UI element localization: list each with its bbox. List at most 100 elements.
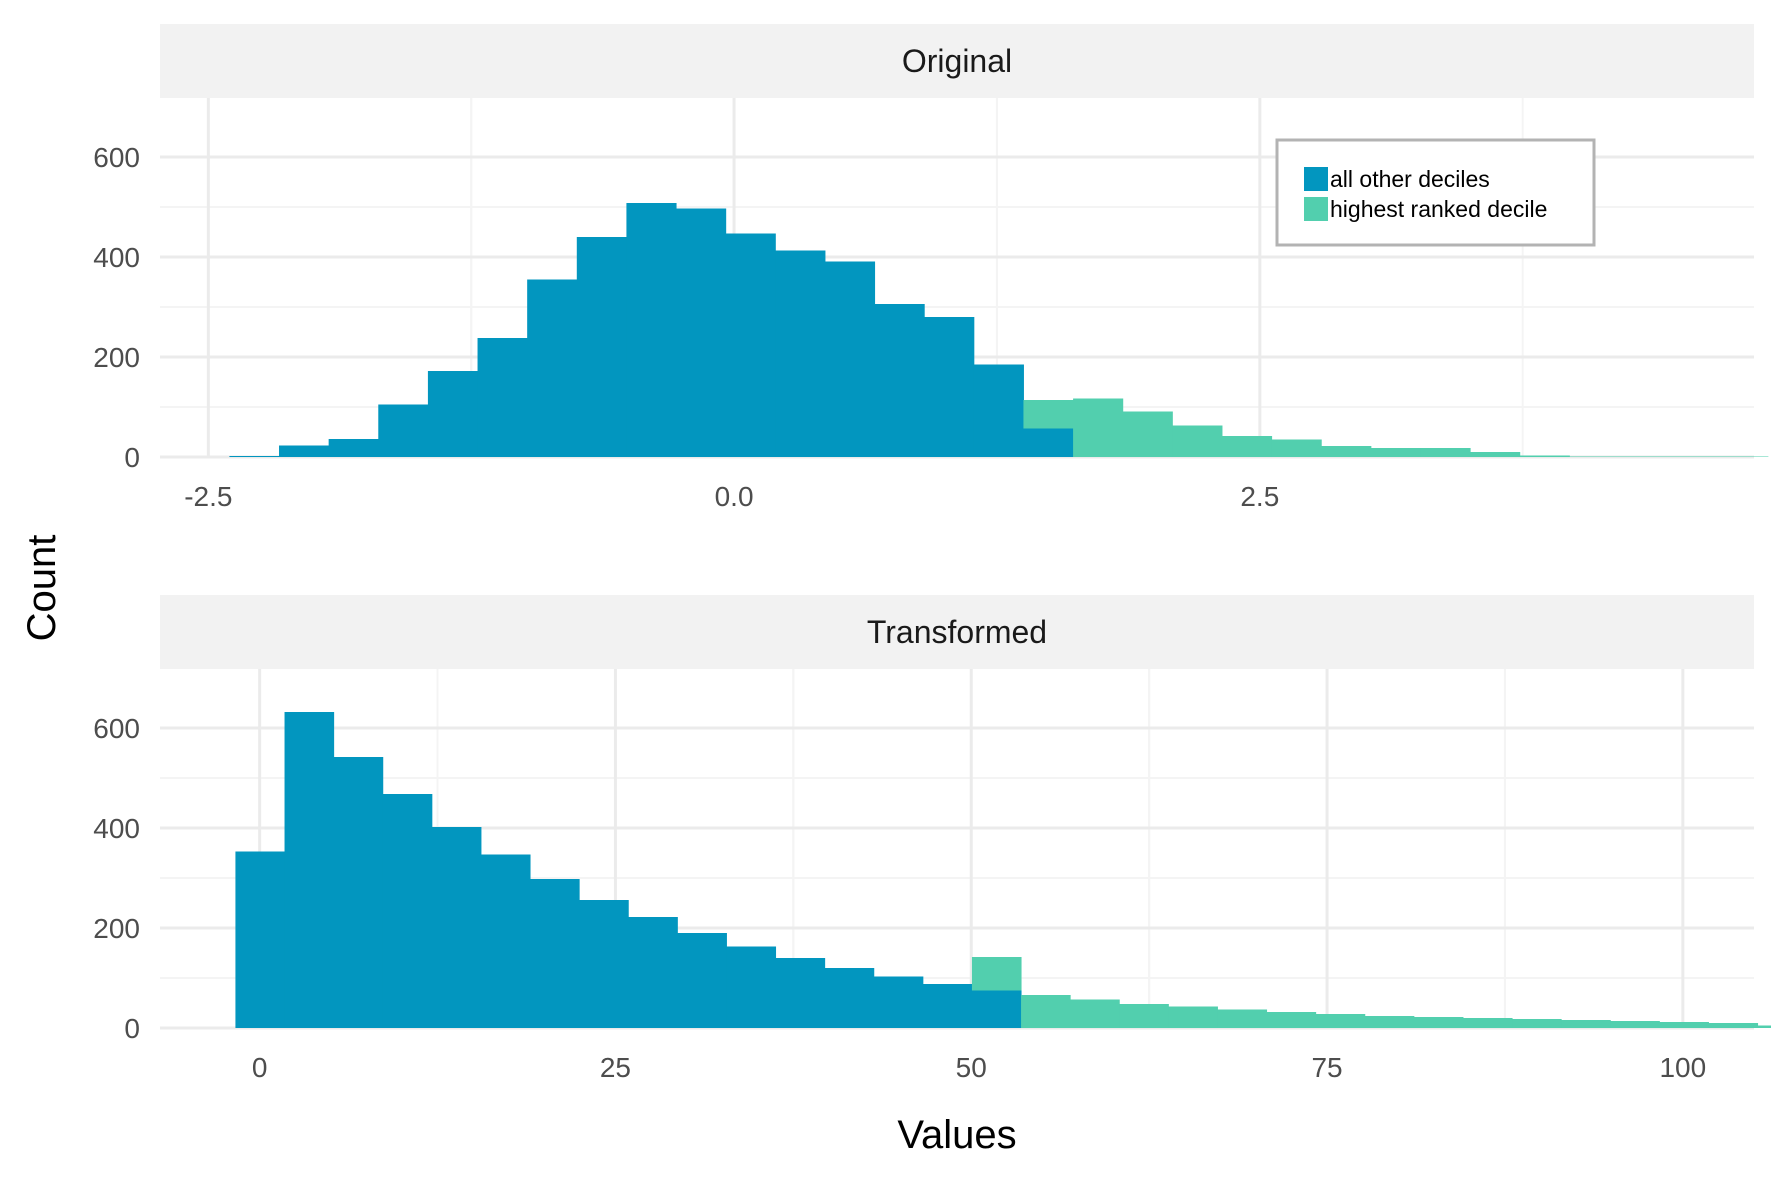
bar-original-other <box>973 364 1024 457</box>
bar-original-other <box>725 233 776 457</box>
bar-transformed-other <box>284 712 335 1028</box>
bar-transformed-top-decile <box>1610 1021 1660 1028</box>
bar-transformed-other <box>530 879 580 1028</box>
bar-transformed-top-decile <box>1708 1023 1759 1028</box>
y-tick-label-original: 0 <box>124 442 140 473</box>
bar-original-top-decile <box>1420 448 1471 457</box>
bar-transformed-top-decile <box>1561 1020 1611 1028</box>
bar-original-top-decile <box>1569 456 1620 457</box>
bar-original-other <box>427 371 479 457</box>
bar-original-other <box>279 445 330 457</box>
x-tick-label-transformed: 75 <box>1311 1052 1342 1083</box>
bar-original-top-decile <box>1271 439 1322 457</box>
y-tick-label-original: 400 <box>93 242 140 273</box>
bar-transformed-top-decile <box>1119 1004 1169 1028</box>
bar-original-other <box>229 456 280 457</box>
y-tick-label-transformed: 0 <box>124 1013 140 1044</box>
bar-transformed-other <box>235 851 286 1028</box>
bar-transformed-top-decile <box>1070 999 1120 1028</box>
panel-transformed-y-ticks: 0 200 400 600 <box>93 713 140 1044</box>
x-tick-label-transformed: 25 <box>600 1052 631 1083</box>
panel-original-title: Original <box>902 43 1012 79</box>
bar-transformed-top-decile <box>1757 1025 1771 1028</box>
bar-original-top-decile <box>1618 456 1670 457</box>
panel-original-bars <box>229 203 1769 457</box>
x-axis-title: Values <box>897 1113 1016 1157</box>
bar-transformed-other <box>382 794 433 1028</box>
legend-label-other: all other deciles <box>1330 166 1490 192</box>
bar-original-other <box>527 279 578 457</box>
x-tick-label-original: 2.5 <box>1240 481 1279 512</box>
bar-transformed-other <box>480 854 531 1028</box>
bar-original-top-decile <box>1073 398 1124 457</box>
bar-transformed-other <box>971 990 1022 1028</box>
panel-transformed: Transformed 0 200 400 600 0 25 50 75 100 <box>93 595 1771 1083</box>
bar-transformed-top-decile <box>1217 1009 1268 1028</box>
x-tick-label-original: -2.5 <box>184 481 232 512</box>
bar-original-other <box>775 250 826 457</box>
panel-transformed-bars <box>235 712 1771 1028</box>
bar-transformed-other <box>333 757 384 1028</box>
x-tick-label-transformed: 100 <box>1659 1052 1706 1083</box>
bar-transformed-top-decile <box>971 957 1022 991</box>
bar-transformed-other <box>922 984 973 1028</box>
legend-label-top: highest ranked decile <box>1330 196 1547 222</box>
bar-original-other <box>378 404 429 457</box>
bar-transformed-other <box>431 827 482 1028</box>
bar-transformed-top-decile <box>1168 1006 1218 1028</box>
bar-transformed-other <box>726 946 777 1028</box>
bar-transformed-other <box>824 968 875 1028</box>
x-tick-label-original: 0.0 <box>715 481 754 512</box>
panel-original-x-ticks: -2.5 0.0 2.5 <box>184 481 1279 512</box>
bar-transformed-top-decile <box>1315 1014 1366 1028</box>
legend-swatch-top <box>1304 197 1328 221</box>
bar-original-other <box>924 317 975 457</box>
y-tick-label-transformed: 200 <box>93 913 140 944</box>
bar-original-other <box>824 261 876 457</box>
bar-original-top-decile <box>1668 456 1719 457</box>
bar-transformed-top-decile <box>1413 1017 1464 1028</box>
y-tick-label-transformed: 400 <box>93 813 140 844</box>
bar-transformed-other <box>628 917 678 1028</box>
bar-original-other <box>676 208 727 457</box>
bar-transformed-top-decile <box>1462 1018 1513 1028</box>
y-axis-title: Count <box>20 535 64 642</box>
bar-original-other <box>328 439 379 457</box>
bar-transformed-top-decile <box>1266 1012 1317 1028</box>
x-tick-label-transformed: 50 <box>956 1052 987 1083</box>
bar-original-other <box>626 203 677 457</box>
legend: all other deciles highest ranked decile <box>1275 138 1596 247</box>
bar-original-top-decile <box>1470 452 1521 457</box>
y-tick-label-original: 200 <box>93 342 140 373</box>
bar-original-top-decile <box>1221 436 1273 457</box>
panel-original-y-ticks: 0 200 400 600 <box>93 142 140 473</box>
panel-transformed-title: Transformed <box>867 614 1047 650</box>
bar-original-other <box>874 304 925 457</box>
bar-original-other <box>576 237 627 457</box>
legend-swatch-other <box>1304 167 1328 191</box>
y-tick-label-original: 600 <box>93 142 140 173</box>
bar-original-top-decile <box>1519 455 1570 457</box>
bar-original-top-decile <box>1370 448 1421 457</box>
bar-original-top-decile <box>1321 446 1372 457</box>
bar-transformed-other <box>873 976 924 1028</box>
panel-transformed-x-ticks: 0 25 50 75 100 <box>252 1052 1706 1083</box>
bar-transformed-other <box>775 958 826 1028</box>
bar-transformed-top-decile <box>1659 1022 1709 1028</box>
bar-transformed-top-decile <box>1021 995 1071 1028</box>
x-tick-label-transformed: 0 <box>252 1052 268 1083</box>
bar-original-other <box>1023 428 1074 457</box>
panel-transformed-strip <box>160 595 1754 669</box>
legend-box <box>1275 138 1596 247</box>
bar-transformed-top-decile <box>1512 1019 1562 1028</box>
panel-original: Original 0 200 400 600 -2.5 0.0 2.5 all other… <box>93 24 1769 512</box>
panel-original-strip <box>160 24 1754 98</box>
bar-original-other <box>477 338 528 457</box>
bar-original-top-decile <box>1718 456 1769 457</box>
y-tick-label-transformed: 600 <box>93 713 140 744</box>
bar-original-top-decile <box>1172 425 1223 457</box>
bar-original-top-decile <box>1122 411 1173 457</box>
bar-transformed-top-decile <box>1364 1016 1415 1028</box>
bar-transformed-other <box>677 933 727 1028</box>
